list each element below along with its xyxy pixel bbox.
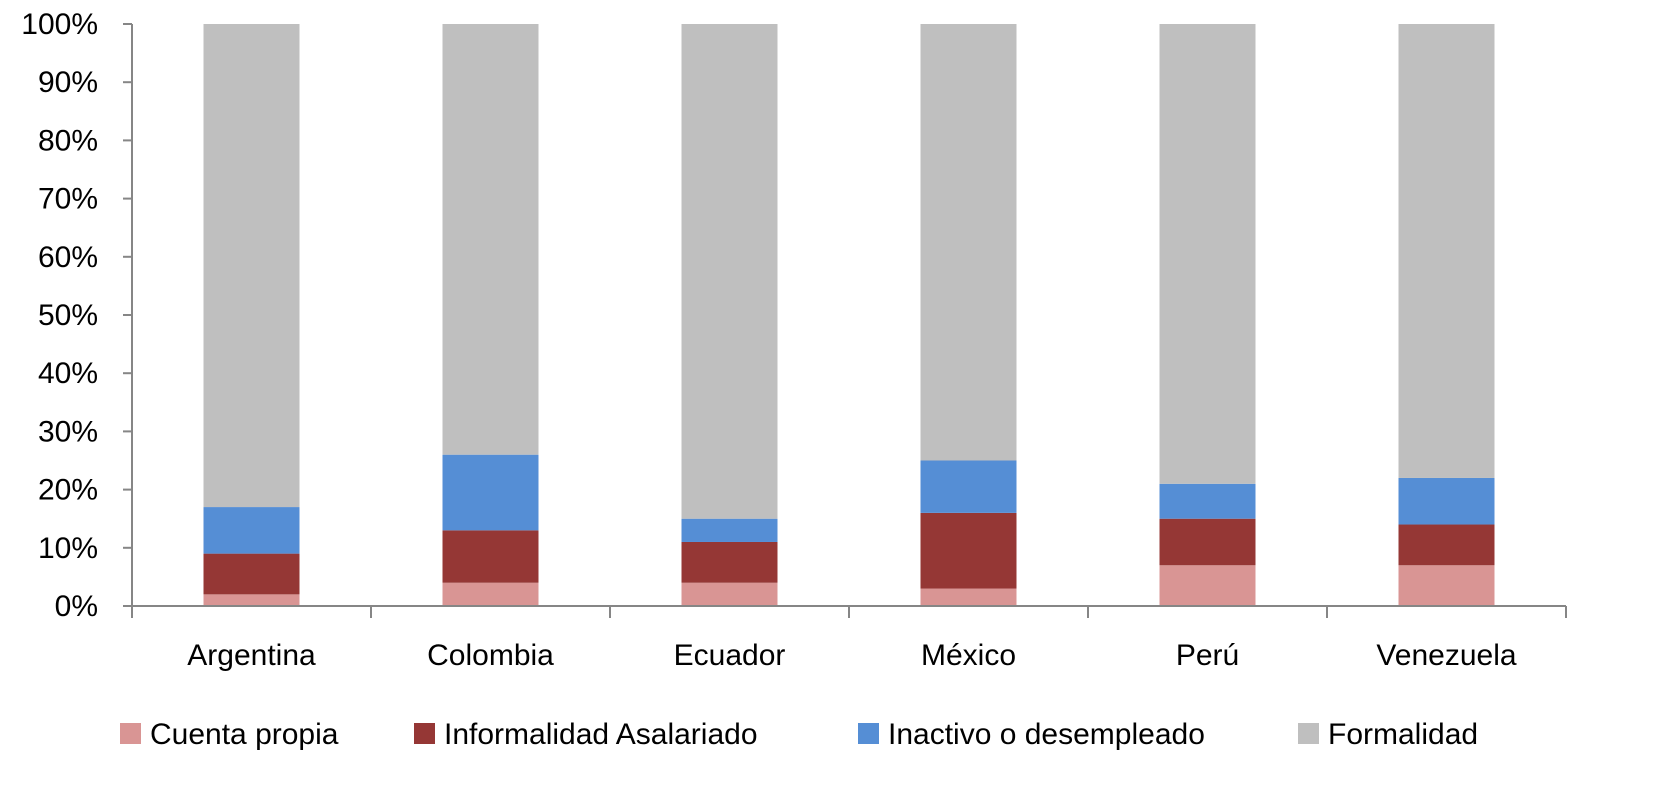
bar-segment-1-1 bbox=[204, 594, 300, 606]
legend-label: Cuenta propia bbox=[150, 718, 339, 751]
y-tick-label: 70% bbox=[38, 183, 98, 216]
bar-segment-2-6 bbox=[1399, 525, 1495, 566]
bar-segment-2-2 bbox=[443, 530, 539, 582]
y-tick-label: 10% bbox=[38, 532, 98, 565]
x-tick-label: Colombia bbox=[427, 639, 554, 672]
legend-label: Informalidad Asalariado bbox=[444, 718, 758, 751]
y-tick-label: 50% bbox=[38, 299, 98, 332]
legend-swatch bbox=[120, 723, 141, 744]
legend-swatch bbox=[858, 723, 879, 744]
legend-swatch bbox=[1298, 723, 1319, 744]
x-tick-label: Perú bbox=[1176, 639, 1239, 672]
y-tick-label: 100% bbox=[21, 8, 98, 41]
bar-segment-4-5 bbox=[1160, 24, 1256, 484]
bar-segment-1-5 bbox=[1160, 565, 1256, 606]
legend-label: Inactivo o desempleado bbox=[888, 718, 1205, 751]
legend-swatch bbox=[414, 723, 435, 744]
bar-segment-3-1 bbox=[204, 507, 300, 554]
bar-segment-2-4 bbox=[921, 513, 1017, 589]
bar-segment-1-3 bbox=[682, 583, 778, 606]
bar-segment-3-2 bbox=[443, 455, 539, 531]
bar-segment-3-3 bbox=[682, 519, 778, 542]
bar-segment-1-4 bbox=[921, 589, 1017, 606]
y-axis: 0% 10% 20% 30% 40% 50% 60% 70% 80% 90% 100% bbox=[21, 8, 132, 623]
bar-segment-4-4 bbox=[921, 24, 1017, 461]
x-tick-label: México bbox=[921, 639, 1016, 672]
x-axis: Argentina Colombia Ecuador México Perú Venezu… bbox=[132, 606, 1566, 672]
x-tick-label: Venezuela bbox=[1376, 639, 1516, 672]
bar-segment-1-2 bbox=[443, 583, 539, 606]
x-tick-label: Argentina bbox=[187, 639, 316, 672]
legend: Cuenta propia Informalidad Asalariado Inac… bbox=[120, 718, 1478, 751]
bar-segment-4-6 bbox=[1399, 24, 1495, 478]
bar-segment-2-1 bbox=[204, 554, 300, 595]
y-tick-label: 0% bbox=[55, 590, 98, 623]
bar-segment-4-1 bbox=[204, 24, 300, 507]
y-tick-label: 80% bbox=[38, 124, 98, 157]
y-tick-label: 20% bbox=[38, 474, 98, 507]
y-tick-label: 60% bbox=[38, 241, 98, 274]
bar-segment-1-6 bbox=[1399, 565, 1495, 606]
legend-label: Formalidad bbox=[1328, 718, 1478, 751]
bar-segment-3-5 bbox=[1160, 484, 1256, 519]
bar-segment-2-5 bbox=[1160, 519, 1256, 566]
y-tick-label: 40% bbox=[38, 357, 98, 390]
bar-segment-4-2 bbox=[443, 24, 539, 455]
bar-segment-4-3 bbox=[682, 24, 778, 519]
y-tick-label: 90% bbox=[38, 66, 98, 99]
bar-segment-2-3 bbox=[682, 542, 778, 583]
x-tick-label: Ecuador bbox=[674, 639, 786, 672]
bar-segment-3-6 bbox=[1399, 478, 1495, 525]
bars bbox=[204, 24, 1495, 606]
bar-segment-3-4 bbox=[921, 461, 1017, 513]
y-tick-label: 30% bbox=[38, 415, 98, 448]
